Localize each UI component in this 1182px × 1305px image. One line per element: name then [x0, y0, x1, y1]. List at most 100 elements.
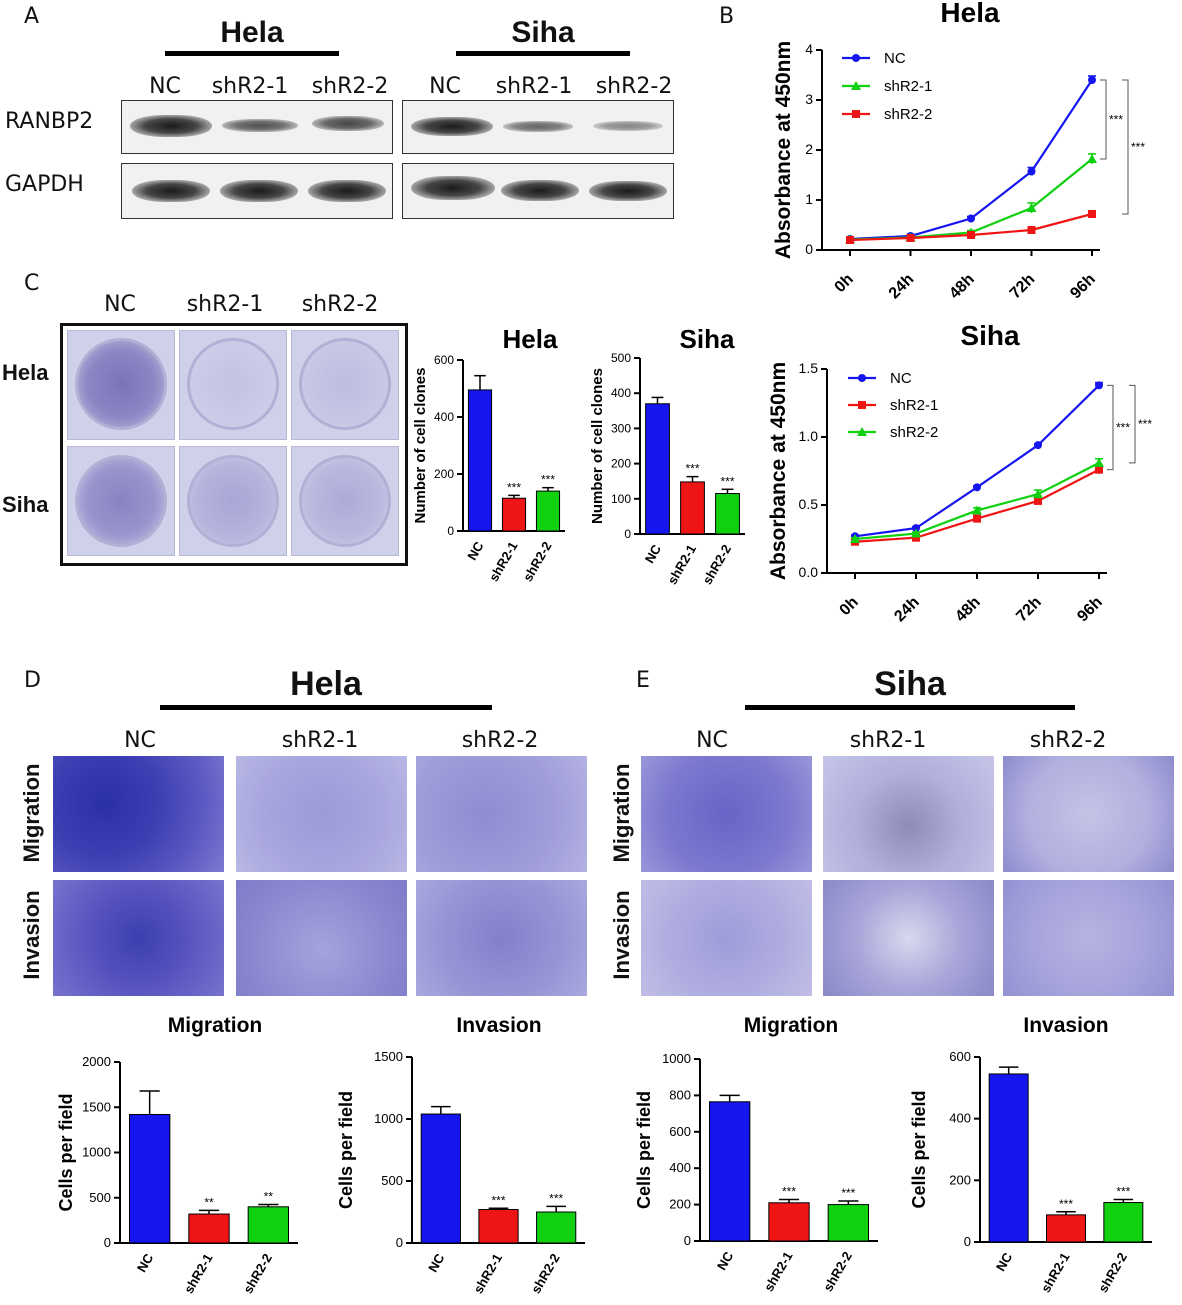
x-tick-label: NC: [642, 541, 665, 565]
clone-well: [299, 338, 391, 430]
blot-lane-label: shR2-2: [595, 74, 673, 99]
x-tick-label: 0h: [832, 271, 857, 296]
clone-row-label: Siha: [2, 492, 49, 517]
transwell-hela-rule: [160, 705, 492, 710]
significance-label: ***: [720, 474, 734, 488]
y-axis-label: Cells per field: [909, 1090, 929, 1208]
y-tick-label: 300: [611, 421, 631, 435]
significance-label: ***: [841, 1186, 855, 1200]
clone-well: [75, 455, 167, 547]
chart-title: Hela: [940, 0, 1000, 28]
x-tick-label: 24h: [886, 271, 918, 303]
y-axis-label: Number of cell clones: [412, 368, 429, 524]
blot-lane-label: shR2-1: [211, 74, 289, 99]
blot-band: [220, 180, 298, 202]
clone-well: [187, 338, 279, 430]
blot-row-label: GAPDH: [5, 172, 84, 197]
data-point: [1027, 226, 1036, 234]
y-axis-label: Cells per field: [56, 1093, 76, 1211]
y-tick-label: 400: [949, 1111, 971, 1126]
data-point: [858, 374, 866, 382]
blot-hela-gapdh: [121, 163, 393, 219]
y-tick-label: 200: [949, 1172, 971, 1187]
significance-label: ***: [685, 462, 699, 476]
data-point: [846, 235, 854, 243]
y-axis-label: Cells per field: [336, 1091, 356, 1209]
significance-label: ***: [1109, 113, 1123, 127]
transwell-col-label: NC: [124, 728, 156, 753]
y-axis-label: Number of cell clones: [589, 368, 606, 524]
bar: [247, 1206, 290, 1244]
significance-label: ***: [541, 473, 555, 487]
bar: [680, 481, 705, 535]
data-point: [1095, 381, 1103, 390]
series-line: [854, 468, 1100, 543]
y-tick-label: 400: [669, 1160, 691, 1175]
significance-label: ***: [1138, 417, 1152, 431]
y-tick-label: 0: [684, 1233, 691, 1248]
bar: [708, 1101, 751, 1242]
bar: [827, 1204, 870, 1242]
blot-lane-label: shR2-1: [495, 74, 573, 99]
data-point: [1033, 489, 1043, 499]
legend-label: shR2-2: [884, 106, 932, 123]
data-point: [852, 110, 860, 118]
legend-label: shR2-1: [890, 397, 938, 414]
x-tick-label: shR2-1: [761, 1249, 796, 1294]
chart-title: Invasion: [456, 1014, 541, 1037]
transwell-row-label: Invasion: [609, 890, 634, 980]
blot-band: [132, 180, 210, 202]
legend-label: NC: [890, 370, 912, 387]
panel-letter-e: E: [636, 668, 650, 693]
data-point: [911, 528, 921, 538]
clone-col-label: shR2-1: [186, 292, 264, 317]
significance-bracket: [1129, 384, 1136, 464]
transwell-image: [236, 880, 407, 996]
x-tick-label: 72h: [1007, 271, 1039, 303]
y-tick-label: 400: [434, 410, 454, 424]
data-point: [967, 214, 975, 223]
blot-siha-gapdh: [402, 163, 674, 219]
blot-band: [501, 180, 579, 201]
significance-label: ***: [1116, 1184, 1130, 1198]
transwell-image: [641, 880, 812, 996]
significance-label: **: [264, 1190, 274, 1204]
bar: [715, 493, 740, 535]
blot-lane-label: NC: [429, 74, 461, 99]
significance-label: ***: [1116, 420, 1130, 434]
x-tick-label: shR2-2: [820, 1249, 855, 1294]
x-tick-label: 72h: [1013, 594, 1045, 626]
bar: [128, 1113, 171, 1244]
data-point: [1034, 441, 1042, 450]
x-tick-label: NC: [993, 1249, 1016, 1273]
y-tick-label: 1000: [374, 1111, 403, 1126]
y-tick-label: 1.0: [799, 428, 819, 444]
x-tick-label: NC: [464, 538, 487, 562]
blot-hela-rule: [165, 51, 339, 56]
data-point: [851, 537, 859, 546]
x-tick-label: shR2-1: [470, 1251, 505, 1296]
transwell-image: [823, 756, 994, 872]
x-tick-label: shR2-2: [240, 1251, 275, 1296]
y-tick-label: 0.5: [799, 496, 819, 512]
data-point: [850, 534, 860, 543]
x-tick-label: 96h: [1067, 271, 1099, 303]
bar: [420, 1113, 461, 1244]
x-tick-label: NC: [134, 1250, 157, 1274]
data-point: [846, 236, 854, 244]
y-tick-label: 0: [396, 1235, 403, 1250]
y-tick-label: 2: [805, 141, 813, 157]
transwell-col-label: NC: [696, 728, 728, 753]
y-tick-label: 600: [669, 1124, 691, 1139]
clone-well-image: [291, 446, 399, 556]
clone-well: [187, 455, 279, 547]
data-point: [845, 234, 855, 244]
series-line: [849, 158, 1093, 241]
chart-title: Invasion: [1023, 1014, 1108, 1037]
legend-label: shR2-2: [890, 424, 938, 441]
y-axis-label: Absorbance at 450nm: [772, 41, 795, 259]
blot-siha-ranbp2: [402, 100, 674, 154]
blot-band: [222, 119, 298, 132]
data-point: [851, 532, 859, 541]
y-tick-label: 600: [434, 353, 454, 367]
